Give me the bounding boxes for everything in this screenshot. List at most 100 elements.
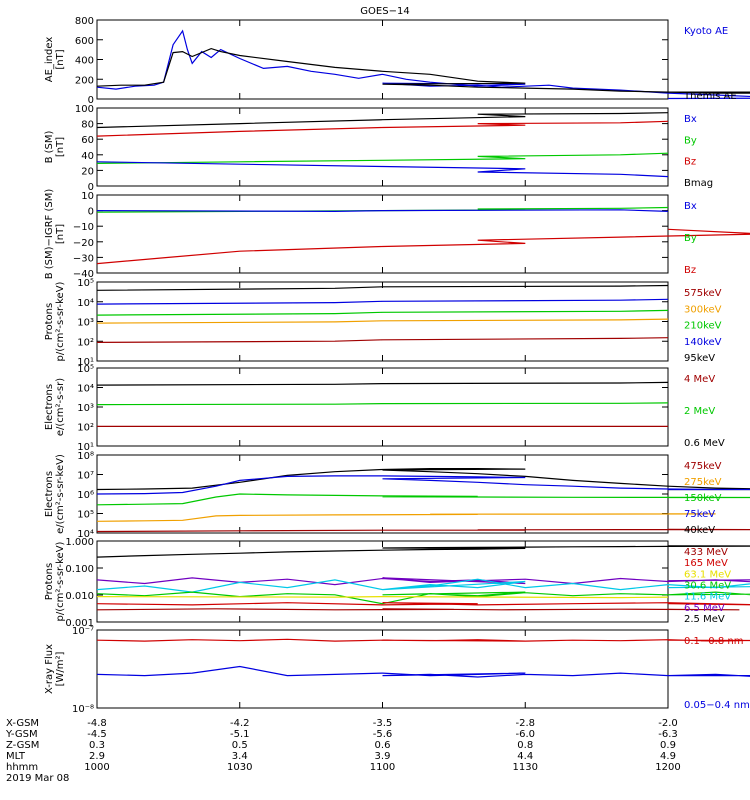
legend-entry: 575keV (684, 288, 722, 299)
series-line (96, 120, 669, 137)
legend-entry: Bz (684, 157, 696, 168)
y-axis-label: Protons (44, 563, 55, 600)
legend-entry: 0.6 MeV (684, 438, 725, 449)
y-tick-label: 10⁻⁷ (72, 626, 94, 637)
footer-value: -3.5 (373, 718, 393, 729)
footer-value: -2.0 (658, 718, 678, 729)
series-line (96, 665, 750, 678)
footer-value: 1100 (370, 762, 395, 773)
y-tick-label: 10⁴ (77, 384, 94, 395)
y-axis-label: Electrons (44, 471, 55, 517)
footer-value: 1030 (227, 762, 252, 773)
y-axis-label: p/(cm²-s-sr-keV) (55, 541, 66, 621)
series-line (96, 513, 716, 522)
footer-row-label: Y-GSM (5, 729, 38, 740)
y-tick-label: 400 (75, 56, 94, 67)
y-tick-label: 10 (81, 191, 94, 202)
footer-value: 0.8 (517, 740, 533, 751)
legend-entry: 0.1−0.8 nm (684, 636, 743, 647)
series-line (96, 29, 750, 100)
legend-entry: 0.05−0.4 nm (684, 700, 750, 711)
footer-value: 4.9 (660, 751, 676, 762)
y-axis-label: [nT] (55, 49, 66, 69)
legend-entry: 95keV (684, 353, 715, 364)
footer-row-label: 2019 Mar 08 (6, 773, 69, 784)
legend-entry: 30.6 MeV (684, 581, 731, 592)
legend-entry: By (684, 135, 697, 146)
panel-0: 800 600 400 200 0 AE_index [nT] Kyoto AE Themis … (44, 16, 750, 106)
panel-frame (96, 629, 669, 709)
legend-entry: 150keV (684, 493, 722, 504)
y-tick-label: 10³ (77, 403, 94, 414)
series-line (96, 468, 750, 491)
series-line (96, 578, 750, 593)
y-tick-label: 10³ (77, 318, 94, 329)
legend-entry: 475keV (684, 461, 722, 472)
y-tick-label: 10⁵ (77, 364, 94, 375)
y-tick-label: 60 (81, 135, 94, 146)
footer-value: -4.2 (230, 718, 250, 729)
y-tick-label: 0 (88, 207, 94, 218)
footer-row-label: X-GSM (6, 718, 39, 729)
series-line (96, 152, 669, 164)
legend-entry: 6.5 MeV (684, 603, 725, 614)
legend-entry: 210keV (684, 321, 722, 332)
y-tick-label: 10⁸ (77, 451, 94, 462)
footer-value: 3.9 (375, 751, 391, 762)
footer-value: 1130 (513, 762, 538, 773)
series-line (96, 528, 750, 533)
series-line (96, 577, 750, 586)
series-line (96, 112, 669, 129)
panel-frame (96, 367, 669, 447)
legend-entry: 40keV (684, 525, 715, 536)
y-tick-label: 10⁵ (77, 278, 94, 289)
y-tick-label: 10² (77, 423, 94, 434)
series-line (96, 591, 750, 605)
footer-row-label: Z-GSM (6, 740, 39, 751)
legend-entry: 4 MeV (684, 374, 715, 385)
legend-entry: Bmag (684, 178, 713, 189)
y-axis-label: Electrons (44, 384, 55, 430)
y-tick-label: 10⁵ (77, 510, 94, 521)
series-line (96, 318, 669, 324)
footer-value: 3.4 (232, 751, 248, 762)
y-tick-label: 10² (77, 337, 94, 348)
y-tick-label: 0 (88, 95, 94, 106)
legend-entry: 11.6 MeV (684, 592, 731, 603)
legend-entry: Bx (684, 201, 697, 212)
y-tick-label: 0.100 (65, 564, 94, 575)
y-tick-label: 40 (81, 151, 94, 162)
series-line (96, 161, 669, 178)
y-tick-label: 10⁻⁸ (72, 704, 94, 715)
y-tick-label: 20 (81, 166, 94, 177)
legend-entry: 275keV (684, 477, 722, 488)
y-tick-label: 80 (81, 120, 94, 131)
y-tick-label: 10¹ (77, 357, 94, 368)
series-line (96, 228, 750, 265)
footer-value: -4.8 (87, 718, 107, 729)
y-tick-label: 10¹ (77, 442, 94, 453)
y-tick-label: 1.000 (65, 537, 94, 548)
y-axis-label: B (SM)−IGRF (SM) (44, 189, 55, 280)
legend-entry: By (684, 233, 697, 244)
footer-value: 0.9 (660, 740, 676, 751)
panel-4: 10⁵ 10⁴ 10³ 10² 10¹ Electrons e/(cm²-s-sr) 4 Me… (44, 364, 725, 453)
y-tick-label: 600 (75, 36, 94, 47)
footer-row-label: hhmm (6, 762, 38, 773)
legend-entry: 75keV (684, 509, 715, 520)
series-line (96, 638, 750, 642)
y-axis-label: [W/m²] (55, 651, 66, 686)
footer-value: 1000 (84, 762, 109, 773)
footer-value: 0.6 (375, 740, 391, 751)
y-axis-label: Protons (44, 303, 55, 340)
series-line (96, 595, 669, 599)
panel-frame (96, 454, 669, 534)
series-line (96, 309, 669, 316)
y-tick-label: −10 (73, 222, 94, 233)
series-line (96, 209, 669, 213)
panel-3: 10⁵ 10⁴ 10³ 10² 10¹ Protons p/(cm²-s-sr-keV) 57… (44, 278, 722, 368)
y-tick-label: −40 (73, 269, 94, 280)
panel-frame (96, 194, 669, 274)
